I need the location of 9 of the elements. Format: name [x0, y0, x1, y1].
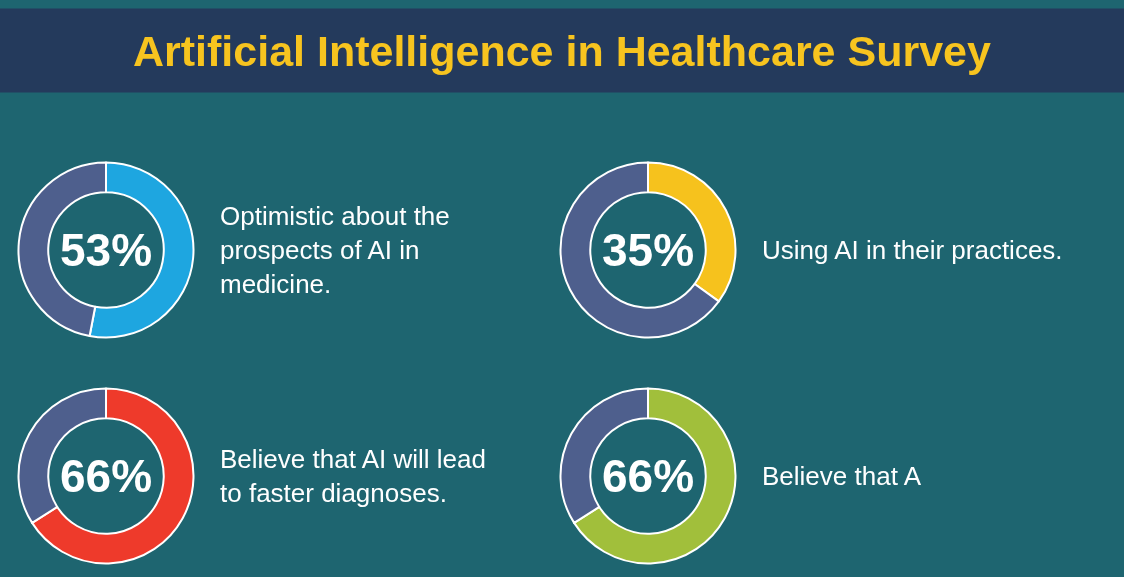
data-label: 66%: [602, 450, 695, 502]
data-label: 53%: [60, 224, 153, 276]
data-label: 66%: [60, 450, 153, 502]
text: Optimistic about the prospects of AI in medicine.: [220, 201, 450, 299]
text: Believe that A: [762, 461, 922, 491]
text: Using AI in their practices.: [762, 235, 1063, 265]
text: Artificial Intelligence in Healthcare Survey: [133, 26, 991, 75]
text: Believe that AI will lead to faster diagnoses.: [220, 444, 486, 508]
data-label: 35%: [602, 224, 695, 276]
